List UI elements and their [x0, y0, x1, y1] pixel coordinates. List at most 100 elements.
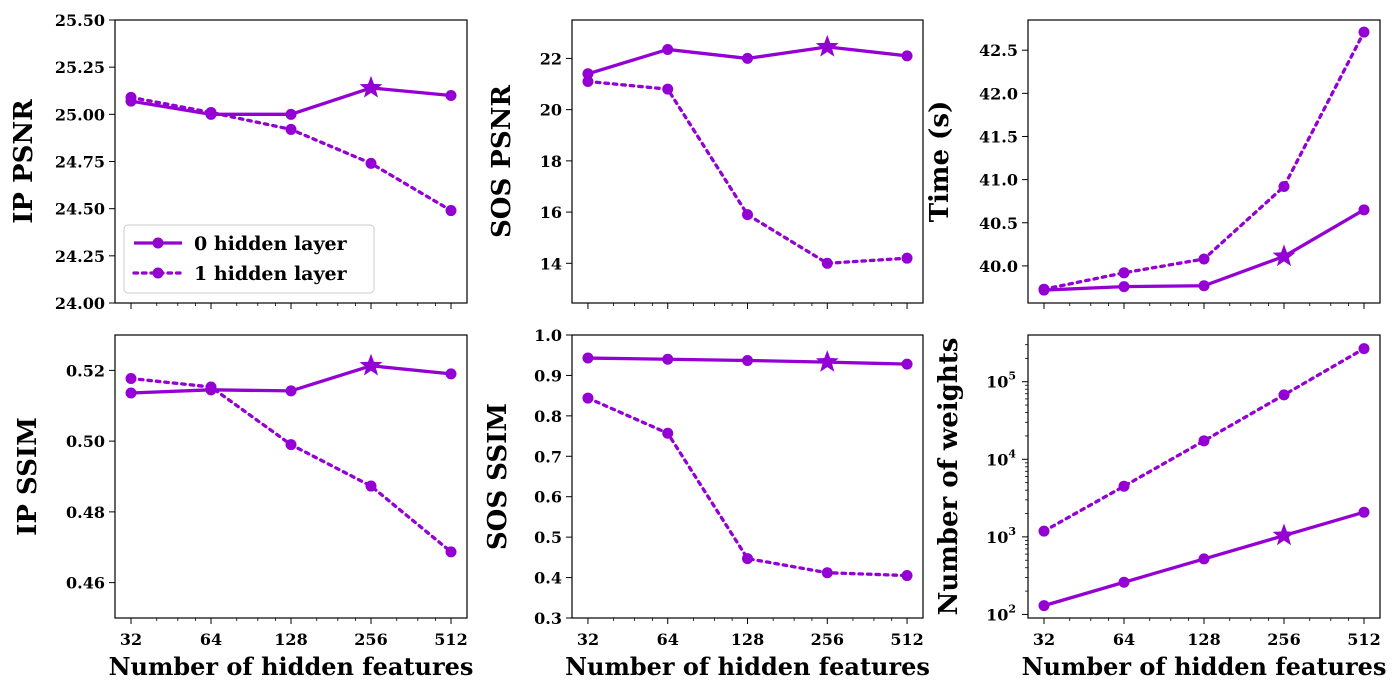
- y-tick-label: 102: [986, 602, 1016, 624]
- axes-frame: [114, 334, 468, 619]
- data-point: [205, 106, 217, 118]
- y-axis-label: Time (s): [925, 101, 955, 223]
- y-tick-label: 103: [986, 525, 1016, 547]
- data-point: [125, 91, 137, 103]
- data-point: [582, 392, 594, 404]
- data-point: [662, 353, 674, 365]
- y-tick-label: 0.9: [534, 366, 562, 385]
- axes-frame: [1027, 334, 1381, 619]
- data-point: [901, 358, 913, 370]
- data-point: [365, 480, 377, 492]
- data-point: [1358, 26, 1370, 38]
- data-point: [1038, 283, 1050, 295]
- x-axis-label: Number of hidden features: [109, 652, 474, 681]
- data-point: [1278, 389, 1290, 401]
- data-point: [1038, 525, 1050, 537]
- y-tick-label: 42.0: [979, 84, 1018, 103]
- data-point: [662, 83, 674, 95]
- y-tick-label: 24.50: [55, 200, 105, 219]
- best-point-star: [1272, 244, 1296, 267]
- y-tick-label: 104: [986, 447, 1016, 469]
- series-line-1-hidden: [129, 376, 453, 554]
- data-point: [125, 373, 137, 385]
- y-tick-label: 1.0: [534, 326, 562, 345]
- data-point: [445, 546, 457, 558]
- x-tick-label: 32: [120, 630, 142, 649]
- series-line-1-hidden: [586, 79, 909, 265]
- x-tick-label: 64: [657, 630, 679, 649]
- y-tick-label: 14: [540, 254, 562, 273]
- data-point: [1358, 506, 1370, 518]
- y-axis-label: IP PSNR: [9, 99, 39, 224]
- best-point-star: [1272, 523, 1296, 546]
- data-point: [285, 385, 297, 397]
- x-tick-label: 256: [811, 630, 844, 649]
- panel-ip-psnr: 24.00 24.25 24.50 24.75 25.00 25.25 25.50 IP PS…: [9, 11, 468, 313]
- best-point-star: [815, 350, 839, 372]
- y-axis-label: Number of weights: [934, 338, 964, 616]
- data-point: [742, 553, 753, 565]
- y-axis-label: IP SSIM: [13, 417, 43, 536]
- data-point: [1358, 204, 1370, 216]
- x-tick-label: 512: [890, 630, 923, 649]
- best-point-star: [359, 353, 383, 376]
- y-tick-label: 40.5: [979, 214, 1018, 233]
- data-point: [1198, 253, 1210, 265]
- y-tick-label: 0.7: [534, 447, 562, 466]
- legend: 0 hidden layer 1 hidden layer: [123, 224, 375, 294]
- panel-sos-ssim: 32 64 128 256 512 0.3 0.4 0.5 0.6 0.7 0.8 0.9 1.0 SOS…: [483, 326, 930, 681]
- data-point: [365, 157, 377, 169]
- x-tick-label: 128: [274, 630, 307, 649]
- data-point: [662, 427, 674, 439]
- y-tick-label: 42.5: [979, 41, 1018, 60]
- x-axis-label: Number of hidden features: [1022, 652, 1387, 681]
- panel-weights: 32 64 128 256 512 102 103 104 105 Number of weigh…: [934, 334, 1387, 681]
- x-tick-label: 512: [1347, 630, 1380, 649]
- data-point: [285, 108, 297, 120]
- series-line-1-hidden: [1042, 30, 1366, 291]
- data-point: [1038, 600, 1050, 612]
- y-tick-label: 0.48: [66, 503, 105, 522]
- x-tick-label: 128: [1187, 630, 1220, 649]
- series-line-1-hidden: [1042, 346, 1366, 533]
- legend-label: 1 hidden layer: [194, 263, 348, 285]
- y-tick-label: 24.75: [55, 153, 105, 172]
- y-tick-label: 0.46: [66, 574, 105, 593]
- data-point: [1278, 181, 1290, 193]
- y-tick-label: 0.8: [534, 407, 562, 426]
- best-point-star: [815, 34, 839, 57]
- data-point: [742, 354, 753, 366]
- x-tick-label: 128: [731, 630, 764, 649]
- y-tick-label: 0.3: [534, 609, 562, 628]
- y-tick-label: 22: [540, 49, 562, 68]
- data-point: [1118, 576, 1130, 588]
- series-line-1-hidden: [586, 396, 909, 578]
- data-point: [1118, 267, 1130, 279]
- legend-box: [123, 224, 375, 294]
- y-tick-label: 40.0: [979, 257, 1018, 276]
- panel-time: 40.0 40.5 41.0 41.5 42.0 42.5 Time (s): [925, 19, 1381, 309]
- legend-marker: [152, 237, 164, 249]
- y-tick-label: 16: [540, 203, 562, 222]
- y-tick-label: 0.6: [534, 488, 562, 507]
- data-point: [742, 209, 753, 221]
- data-point: [901, 570, 913, 582]
- x-tick-label: 256: [354, 630, 387, 649]
- data-point: [582, 352, 594, 364]
- y-axis-label: SOS SSIM: [483, 403, 513, 550]
- data-point: [445, 89, 457, 101]
- series-line-0-hidden: [1043, 208, 1365, 292]
- y-axis-label: SOS PSNR: [487, 85, 517, 238]
- best-point-star: [359, 75, 383, 98]
- data-point: [1118, 480, 1130, 492]
- data-point: [901, 50, 913, 62]
- panel-ip-ssim: 32 64 128 256 512 0.46 0.48 0.50 0.52 IP SSIM Numb…: [13, 334, 474, 681]
- data-point: [1198, 435, 1210, 447]
- y-tick-label: 0.4: [534, 569, 562, 588]
- data-point: [125, 387, 137, 399]
- data-point: [285, 123, 297, 135]
- data-point: [582, 68, 594, 80]
- data-point: [821, 567, 833, 579]
- data-point: [582, 75, 594, 87]
